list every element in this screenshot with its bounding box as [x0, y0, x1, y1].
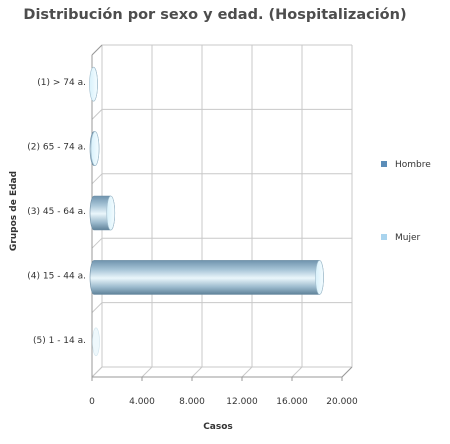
- y-category-label: (2) 65 - 74 a.: [27, 143, 86, 153]
- x-tick-label: 16.000: [276, 397, 308, 407]
- bar: [89, 66, 98, 102]
- bar: [89, 131, 100, 166]
- x-tick-label: 4.000: [129, 397, 155, 407]
- legend: Hombre Mujer: [381, 160, 431, 243]
- y-axis-ticks: (1) > 74 a. (2) 65 - 74 a. (3) 45 - 64 a. (…: [27, 78, 86, 346]
- bars: [89, 66, 324, 357]
- x-axis-ticks: 0 4.000 8.000 12.000 16.000 20.000: [89, 377, 358, 407]
- legend-label: Hombre: [395, 160, 431, 170]
- y-axis-title: Grupos de Edad: [9, 171, 19, 251]
- legend-swatch: [381, 234, 387, 240]
- legend-swatch: [381, 161, 387, 167]
- x-tick-label: 8.000: [179, 397, 205, 407]
- chart-title: Distribución por sexo y edad. (Hospitali…: [23, 7, 406, 23]
- x-tick-label: 12.000: [226, 397, 258, 407]
- y-category-label: (1) > 74 a.: [37, 78, 86, 88]
- bar: [89, 195, 116, 231]
- y-category-label: (5) 1 - 14 a.: [33, 336, 86, 346]
- x-tick-label: 0: [89, 397, 95, 407]
- x-tick-label: 20.000: [326, 397, 358, 407]
- legend-label: Mujer: [395, 233, 421, 243]
- bar: [89, 260, 324, 295]
- x-axis-title: Casos: [203, 422, 233, 432]
- y-category-label: (3) 45 - 64 a.: [27, 207, 86, 217]
- bar: [92, 327, 100, 357]
- y-category-label: (4) 15 - 44 a.: [27, 271, 86, 281]
- grid: [91, 44, 353, 378]
